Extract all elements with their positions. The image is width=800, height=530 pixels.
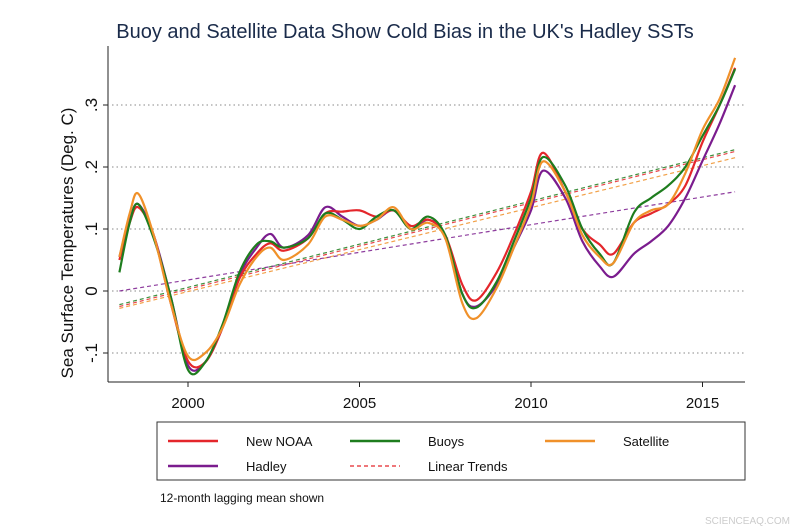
trend-line-hadley (119, 191, 736, 292)
chart-title: Buoy and Satellite Data Show Cold Bias i… (116, 21, 693, 43)
watermark: SCIENCEAQ.COM (705, 516, 790, 527)
y-tick-label: .3 (82, 98, 101, 112)
legend-box (156, 421, 746, 481)
legend-label: New NOAA (246, 434, 313, 449)
footnote: 12-month lagging mean shown (160, 491, 324, 505)
y-axis-label: Sea Surface Temperatures (Deg. C) (58, 108, 77, 379)
legend-label: Satellite (623, 434, 669, 449)
axes: -.1 0 .1 .2 .3 2000 2005 2010 2015 (82, 46, 745, 412)
series-lines (118, 57, 737, 376)
trend-line-satellite (119, 157, 736, 309)
legend: New NOAA Buoys Satellite Hadley Linear Trend… (168, 434, 669, 474)
x-tick-label: 2015 (686, 395, 719, 412)
series-line-satellite (118, 57, 737, 362)
trend-line-buoys (119, 149, 736, 306)
series-line-buoys (118, 68, 737, 376)
legend-label: Linear Trends (428, 459, 508, 474)
y-tick-label: -.1 (82, 343, 101, 363)
y-tick-label: 0 (82, 286, 101, 295)
trend-lines (119, 149, 736, 309)
series-line-hadley (118, 84, 737, 372)
legend-label: Buoys (428, 434, 465, 449)
x-tick-label: 2005 (343, 395, 376, 412)
y-tick-label: .2 (82, 160, 101, 174)
x-tick-label: 2010 (514, 395, 547, 412)
x-tick-label: 2000 (171, 395, 204, 412)
y-tick-label: .1 (82, 222, 101, 236)
legend-label: Hadley (246, 459, 287, 474)
trend-line-new-noaa (119, 150, 736, 308)
